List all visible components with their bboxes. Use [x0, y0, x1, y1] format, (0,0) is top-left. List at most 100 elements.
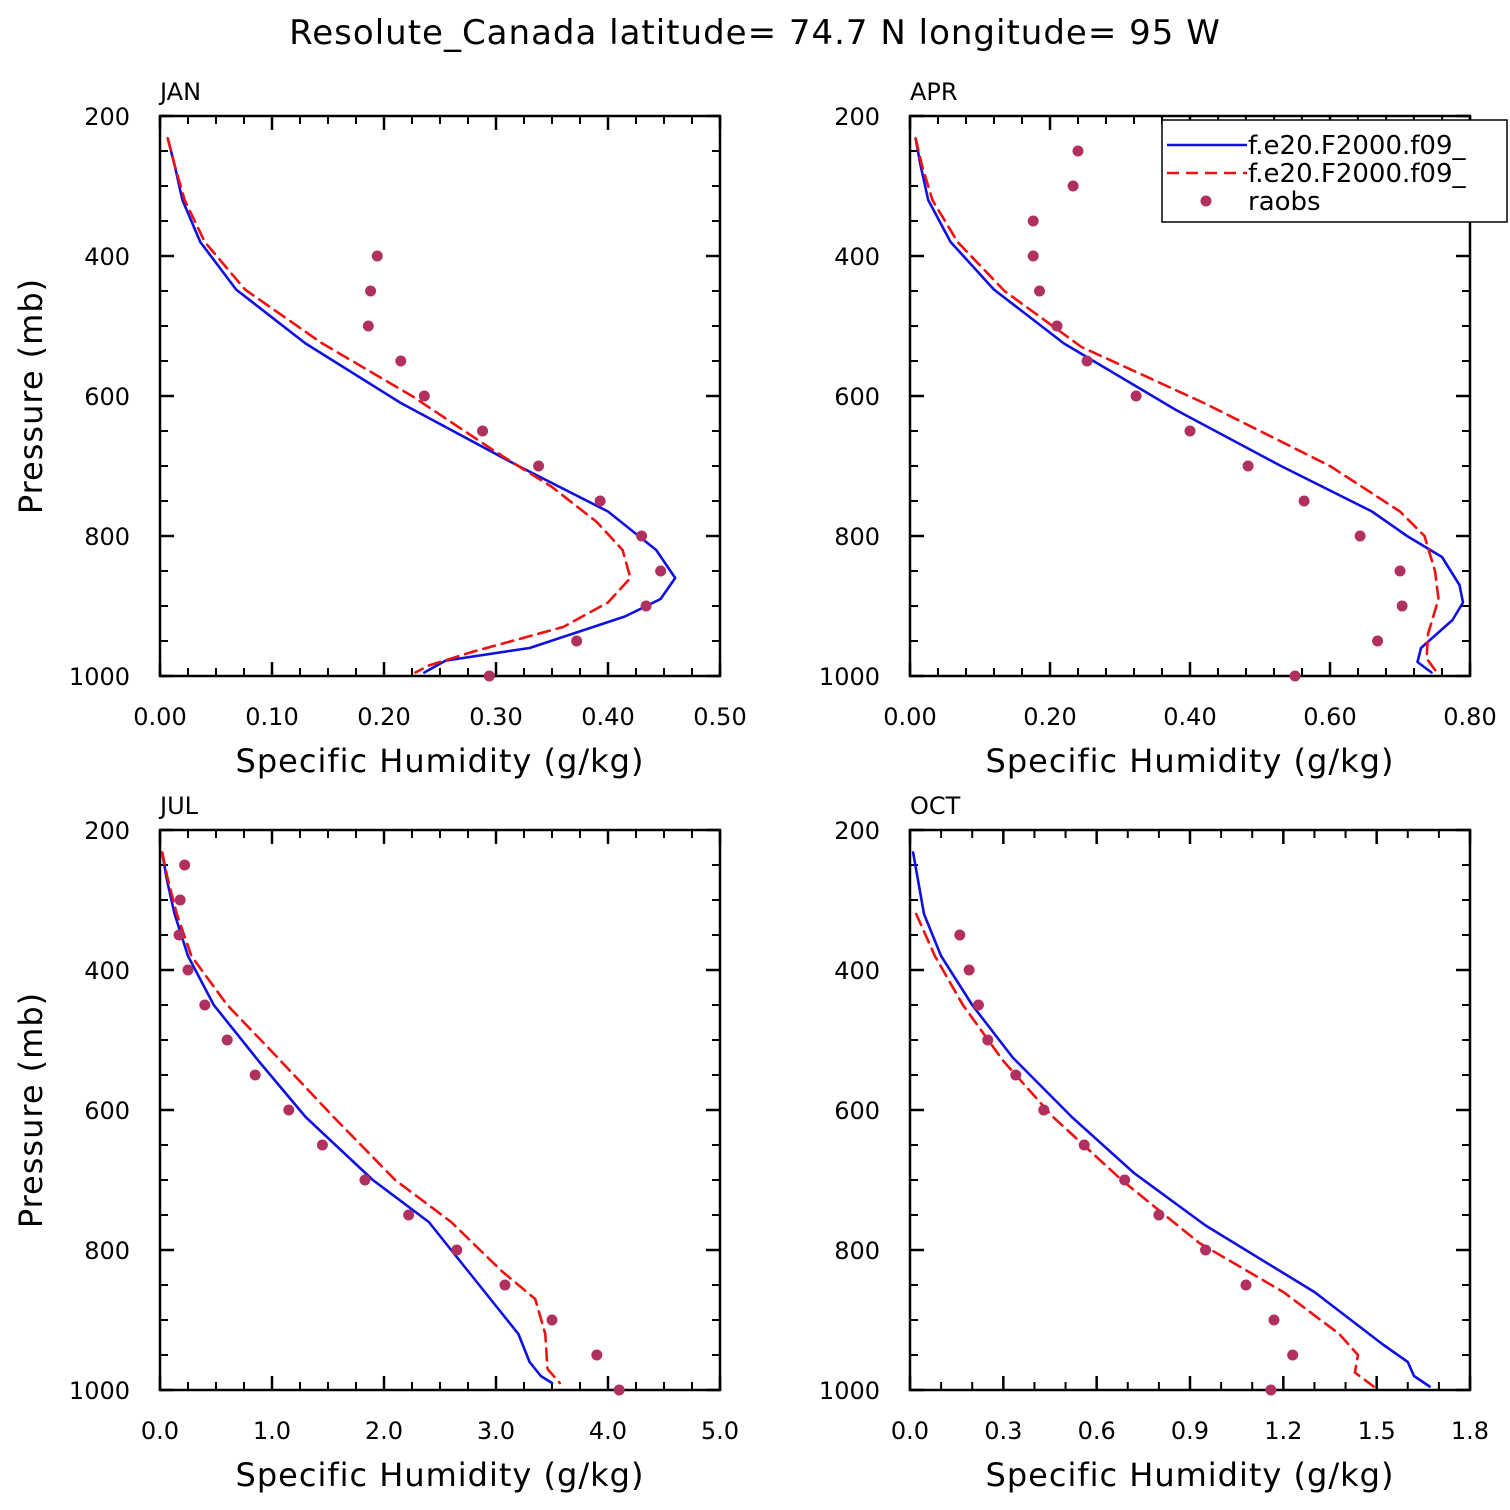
x-tick-label: 0.50 [693, 703, 746, 731]
raobs-point [1072, 145, 1084, 157]
raobs-point [591, 1349, 603, 1361]
raobs-point [249, 1069, 261, 1081]
panel-oct: 0.0 0.3 0.6 0.9 1.2 1.5 1.8 200 400 600 800 1000 OCT… [819, 792, 1489, 1494]
y-tick-label: 200 [834, 817, 880, 845]
legend-label: f.e20.F2000.f09_ [1248, 131, 1466, 161]
raobs-point [1010, 1069, 1022, 1081]
raobs-point [1027, 215, 1039, 227]
legend-label: f.e20.F2000.f09_ [1248, 159, 1466, 189]
raobs-point [365, 285, 377, 297]
raobs-point [954, 929, 966, 941]
legend-label: raobs [1248, 187, 1321, 217]
x-tick-label: 0.60 [1303, 703, 1356, 731]
plot-frame [158, 114, 722, 678]
x-tick-label: 1.8 [1451, 1417, 1489, 1445]
raobs-point [371, 250, 383, 262]
legend-raobs-marker [1200, 195, 1212, 207]
raobs-point [655, 565, 667, 577]
y-tick-label: 600 [84, 1097, 130, 1125]
plot-frame [908, 828, 1472, 1392]
x-tick-label: 5.0 [701, 1417, 739, 1445]
y-tick-label: 400 [84, 243, 130, 271]
raobs-point [1067, 180, 1079, 192]
raobs-point [1034, 285, 1045, 297]
model1-line [914, 137, 1465, 674]
model2-line [914, 912, 1375, 1388]
y-tick-label: 400 [84, 957, 130, 985]
x-tick-label: 0.3 [984, 1417, 1022, 1445]
x-tick-label: 0.40 [581, 703, 634, 731]
raobs-point [1184, 425, 1196, 437]
raobs-point [359, 1174, 371, 1186]
x-tick-label: 1.2 [1264, 1417, 1302, 1445]
legend-box [1161, 119, 1508, 223]
raobs-point [1287, 1349, 1299, 1361]
raobs-point [221, 1034, 233, 1046]
legend: f.e20.F2000.f09_f.e20.F2000.f09_raobs [1161, 119, 1508, 223]
raobs-point [636, 530, 648, 542]
panel-label: JUL [158, 792, 199, 820]
y-tick-label: 200 [84, 817, 130, 845]
raobs-point [179, 859, 191, 871]
y-axis-title: Pressure (mb) [12, 992, 50, 1228]
raobs-point [594, 495, 606, 507]
raobs-point [316, 1139, 328, 1151]
x-tick-label: 0.80 [1443, 703, 1496, 731]
raobs-point [418, 390, 430, 402]
x-tick-label: 0.20 [357, 703, 410, 731]
model1-line [911, 851, 1431, 1388]
raobs-point [1153, 1209, 1165, 1221]
y-tick-label: 800 [834, 1237, 880, 1265]
y-tick-label: 1000 [69, 663, 130, 691]
panels: 0.00 0.10 0.20 0.30 0.40 0.50 200 400 600 800 1000… [12, 78, 1508, 1494]
y-tick-label: 600 [84, 383, 130, 411]
y-tick-label: 400 [834, 243, 880, 271]
x-tick-label: 0.20 [1023, 703, 1076, 731]
raobs-point [1354, 530, 1366, 542]
raobs-point [533, 460, 545, 472]
x-tick-label: 0.40 [1163, 703, 1216, 731]
x-tick-label: 0.6 [1078, 1417, 1116, 1445]
y-tick-label: 600 [834, 383, 880, 411]
panel-jul: 0.0 1.0 2.0 3.0 4.0 5.0 200 400 600 800 1000 JUL Spe… [12, 792, 739, 1494]
x-tick-label: 4.0 [589, 1417, 627, 1445]
raobs-point [395, 355, 407, 367]
plot-frame [158, 828, 722, 1392]
raobs-point [451, 1244, 463, 1256]
raobs-point [174, 894, 186, 906]
raobs-point [403, 1209, 415, 1221]
model1-line [160, 851, 554, 1385]
x-tick-label: 0.00 [883, 703, 936, 731]
panel-jan: 0.00 0.10 0.20 0.30 0.40 0.50 200 400 600 800 1000… [12, 78, 747, 780]
panel-apr: 0.00 0.20 0.40 0.60 0.80 200 400 600 800 1000 APR S… [819, 78, 1508, 780]
x-tick-label: 0.30 [469, 703, 522, 731]
raobs-point [283, 1104, 295, 1116]
raobs-point [1242, 460, 1254, 472]
y-tick-label: 1000 [819, 1377, 880, 1405]
y-tick-label: 400 [834, 957, 880, 985]
y-tick-label: 200 [84, 103, 130, 131]
y-tick-label: 800 [84, 1237, 130, 1265]
x-tick-label: 1.0 [253, 1417, 291, 1445]
raobs-point [499, 1279, 511, 1291]
raobs-point [1081, 355, 1093, 367]
raobs-point [571, 635, 583, 647]
raobs-point [1200, 1244, 1212, 1256]
raobs-point [199, 999, 211, 1011]
panel-label: OCT [910, 792, 961, 820]
y-tick-label: 1000 [69, 1377, 130, 1405]
raobs-point [972, 999, 984, 1011]
x-tick-label: 0.0 [891, 1417, 929, 1445]
raobs-point [1394, 565, 1406, 577]
x-tick-label: 0.10 [245, 703, 298, 731]
model2-line [160, 851, 562, 1385]
raobs-point [1298, 495, 1310, 507]
x-tick-label: 1.5 [1358, 1417, 1396, 1445]
raobs-point [963, 964, 975, 976]
y-axis-title: Pressure (mb) [12, 278, 50, 514]
raobs-point [1130, 390, 1142, 402]
raobs-point [1396, 600, 1408, 612]
y-tick-label: 200 [834, 103, 880, 131]
model2-line [166, 137, 632, 674]
